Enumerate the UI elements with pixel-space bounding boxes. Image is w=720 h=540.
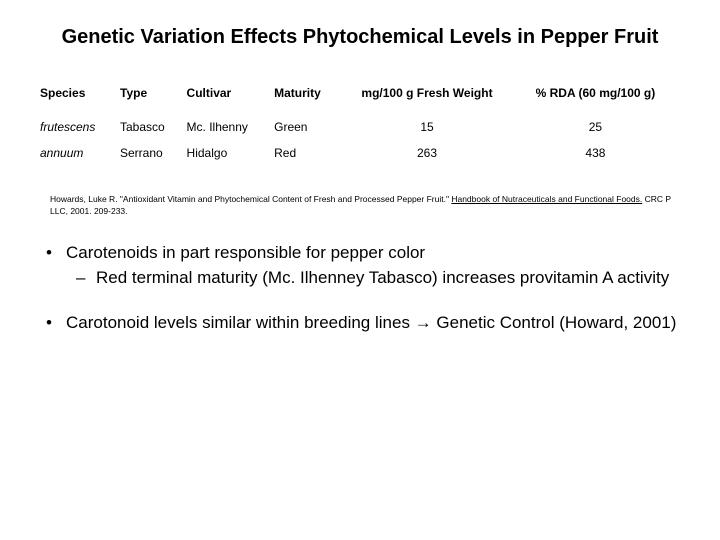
sub-bullet-item: Red terminal maturity (Mc. Ilhenney Taba… xyxy=(66,267,680,290)
table-row: annuum Serrano Hidalgo Red 263 438 xyxy=(40,140,680,166)
cell-maturity: Green xyxy=(274,114,343,140)
cell-species: frutescens xyxy=(40,114,120,140)
bullet-item: Carotenoids in part responsible for pepp… xyxy=(40,242,680,290)
col-maturity: Maturity xyxy=(274,80,343,114)
cell-cultivar: Mc. Ilhenny xyxy=(187,114,275,140)
cell-species: annuum xyxy=(40,140,120,166)
slide-title: Genetic Variation Effects Phytochemical … xyxy=(40,24,680,50)
col-cultivar: Cultivar xyxy=(187,80,275,114)
cell-cultivar: Hidalgo xyxy=(187,140,275,166)
sub-bullet-text: Red terminal maturity (Mc. Ilhenney Taba… xyxy=(96,268,669,287)
col-rda: % RDA (60 mg/100 g) xyxy=(519,80,680,114)
cell-mg: 15 xyxy=(343,114,519,140)
citation: Howards, Luke R. "Antioxidant Vitamin an… xyxy=(50,194,680,218)
cell-rda: 25 xyxy=(519,114,680,140)
bullet-text: Carotenoids in part responsible for pepp… xyxy=(66,243,425,262)
cell-maturity: Red xyxy=(274,140,343,166)
col-type: Type xyxy=(120,80,187,114)
table-row: frutescens Tabasco Mc. Ilhenny Green 15 … xyxy=(40,114,680,140)
sub-bullet-list: Red terminal maturity (Mc. Ilhenney Taba… xyxy=(66,267,680,290)
col-species: Species xyxy=(40,80,120,114)
cell-type: Tabasco xyxy=(120,114,187,140)
citation-prefix: Howards, Luke R. "Antioxidant Vitamin an… xyxy=(50,194,451,204)
slide-container: Genetic Variation Effects Phytochemical … xyxy=(0,0,720,540)
cell-mg: 263 xyxy=(343,140,519,166)
bullet-list: Carotenoids in part responsible for pepp… xyxy=(40,242,680,335)
col-mg: mg/100 g Fresh Weight xyxy=(343,80,519,114)
citation-underlined: Handbook of Nutraceuticals and Functiona… xyxy=(451,194,642,204)
bullet-text: Carotonoid levels similar within breedin… xyxy=(66,313,676,332)
bullet-item: Carotonoid levels similar within breedin… xyxy=(40,312,680,335)
cell-type: Serrano xyxy=(120,140,187,166)
table-header-row: Species Type Cultivar Maturity mg/100 g … xyxy=(40,80,680,114)
cell-rda: 438 xyxy=(519,140,680,166)
data-table: Species Type Cultivar Maturity mg/100 g … xyxy=(40,80,680,166)
